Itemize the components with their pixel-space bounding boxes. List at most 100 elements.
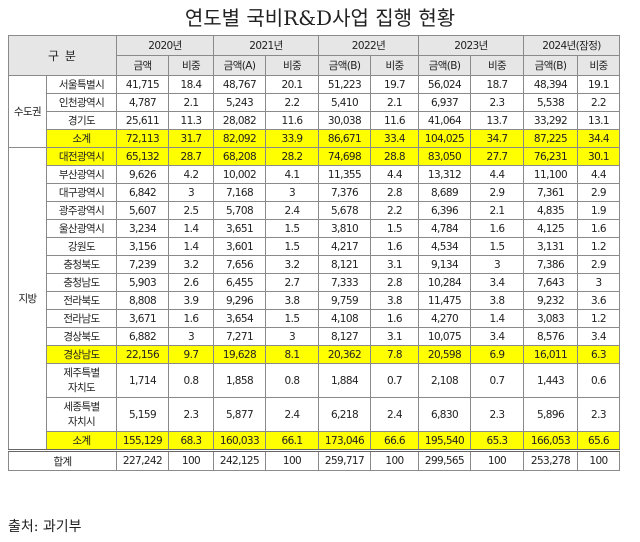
cell: 4,270 <box>418 309 471 328</box>
cell: 2.3 <box>470 397 524 432</box>
region-name: 경상남도 <box>46 345 117 364</box>
table-row: 인천광역시 4,787 2.1 5,243 2.2 5,410 2.1 6,937 2.… <box>9 93 620 112</box>
cell: 4,217 <box>318 237 371 256</box>
cell: 33.9 <box>265 129 319 148</box>
cell: 195,540 <box>418 431 471 451</box>
cell: 5,410 <box>318 93 371 112</box>
cell: 27.7 <box>470 147 524 166</box>
cell: 3 <box>265 327 319 346</box>
year-header: 2023년 <box>418 35 524 56</box>
cell: 0.7 <box>370 363 419 398</box>
subheader: 비중 <box>265 55 319 76</box>
cell: 3.4 <box>577 327 620 346</box>
source-note: 출처: 과기부 <box>8 519 82 535</box>
cell: 28,082 <box>213 111 266 130</box>
cell: 100 <box>265 449 319 471</box>
cell: 4.2 <box>168 165 214 184</box>
rd-budget-table: 구 분 2020년 2021년 2022년 2023년 2024년(잠정) 금액… <box>8 35 620 471</box>
cell: 2.1 <box>470 201 524 220</box>
cell: 4,125 <box>523 219 578 238</box>
cell: 166,053 <box>523 431 578 451</box>
cell: 2.8 <box>370 273 419 292</box>
cell: 7,376 <box>318 183 371 202</box>
cell: 8,689 <box>418 183 471 202</box>
subheader: 비중 <box>370 55 419 76</box>
cell: 7,333 <box>318 273 371 292</box>
table-row: 전라북도 8,808 3.9 9,296 3.8 9,759 3.8 11,475 3.… <box>9 291 620 310</box>
cell: 8.1 <box>265 345 319 364</box>
cell: 100 <box>577 449 620 471</box>
cell: 20,598 <box>418 345 471 364</box>
cell: 160,033 <box>213 431 266 451</box>
subheader: 비중 <box>168 55 214 76</box>
cell: 6,937 <box>418 93 471 112</box>
cell: 28.8 <box>370 147 419 166</box>
cell: 7.8 <box>370 345 419 364</box>
cell: 2.6 <box>168 273 214 292</box>
cell: 1,884 <box>318 363 371 398</box>
cell: 7,239 <box>116 255 169 274</box>
cell: 253,278 <box>523 449 578 471</box>
cell: 3,671 <box>116 309 169 328</box>
cell: 19.1 <box>577 75 620 94</box>
cell: 7,386 <box>523 255 578 274</box>
cell: 11.6 <box>265 111 319 130</box>
table-row: 강원도 3,156 1.4 3,601 1.5 4,217 1.6 4,534 1.5 … <box>9 237 620 256</box>
table-row: 대구광역시 6,842 3 7,168 3 7,376 2.8 8,689 2.9 7,… <box>9 183 620 202</box>
year-header: 2021년 <box>213 35 319 56</box>
cell: 66.1 <box>265 431 319 451</box>
cell: 3.9 <box>168 291 214 310</box>
cell: 65.6 <box>577 431 620 451</box>
cell: 2.2 <box>265 93 319 112</box>
cell: 20,362 <box>318 345 371 364</box>
region-name: 경상북도 <box>46 327 117 346</box>
cell: 2.8 <box>370 183 419 202</box>
table-row: 광주광역시 5,607 2.5 5,708 2.4 5,678 2.2 6,396 2.… <box>9 201 620 220</box>
subheader: 금액(B) <box>318 55 371 76</box>
cell: 10,075 <box>418 327 471 346</box>
cell: 6,842 <box>116 183 169 202</box>
cell: 65.3 <box>470 431 524 451</box>
region-name: 소계 <box>46 129 117 148</box>
cell: 33.4 <box>370 129 419 148</box>
cell: 155,129 <box>116 431 169 451</box>
cell: 9.7 <box>168 345 214 364</box>
cell: 5,678 <box>318 201 371 220</box>
region-name: 광주광역시 <box>46 201 117 220</box>
subheader: 비중 <box>577 55 620 76</box>
region-name: 울산광역시 <box>46 219 117 238</box>
cell: 13.7 <box>470 111 524 130</box>
cell: 3.2 <box>265 255 319 274</box>
cell: 11,100 <box>523 165 578 184</box>
cell: 3.2 <box>168 255 214 274</box>
cell: 1.5 <box>470 237 524 256</box>
cell: 7,361 <box>523 183 578 202</box>
cell: 8,576 <box>523 327 578 346</box>
cell: 2.1 <box>370 93 419 112</box>
cell: 6,882 <box>116 327 169 346</box>
year-header: 2020년 <box>116 35 214 56</box>
cell: 1.2 <box>577 309 620 328</box>
region-name: 세종특별 자치시 <box>46 397 117 432</box>
cell: 19,628 <box>213 345 266 364</box>
table-row: 세종특별 자치시 5,159 2.3 5,877 2.4 6,218 2.4 6,830… <box>9 397 620 432</box>
header-row-years: 구 분 2020년 2021년 2022년 2023년 2024년(잠정) <box>8 35 620 76</box>
subtotal-row-capital: 소계 72,113 31.7 82,092 33.9 86,671 33.4 104,… <box>9 129 620 148</box>
table-body: 수도권 서울특별시 41,715 18.4 48,767 20.1 51,223 19… <box>8 75 620 471</box>
cell: 5,538 <box>523 93 578 112</box>
cell: 82,092 <box>213 129 266 148</box>
cell: 4,835 <box>523 201 578 220</box>
table-row: 경기도 25,611 11.3 28,082 11.6 30,038 11.6 41,… <box>9 111 620 130</box>
cell: 4.4 <box>470 165 524 184</box>
cell: 31.7 <box>168 129 214 148</box>
cell: 259,717 <box>318 449 371 471</box>
cell: 66.6 <box>370 431 419 451</box>
cell: 4,108 <box>318 309 371 328</box>
subheader: 비중 <box>470 55 524 76</box>
cell: 3.1 <box>370 327 419 346</box>
table-row: 경상북도 6,882 3 7,271 3 8,127 3.1 10,075 3.4 8,… <box>9 327 620 346</box>
cell: 9,759 <box>318 291 371 310</box>
cell: 11,355 <box>318 165 371 184</box>
cell: 86,671 <box>318 129 371 148</box>
total-label: 합계 <box>8 449 117 471</box>
